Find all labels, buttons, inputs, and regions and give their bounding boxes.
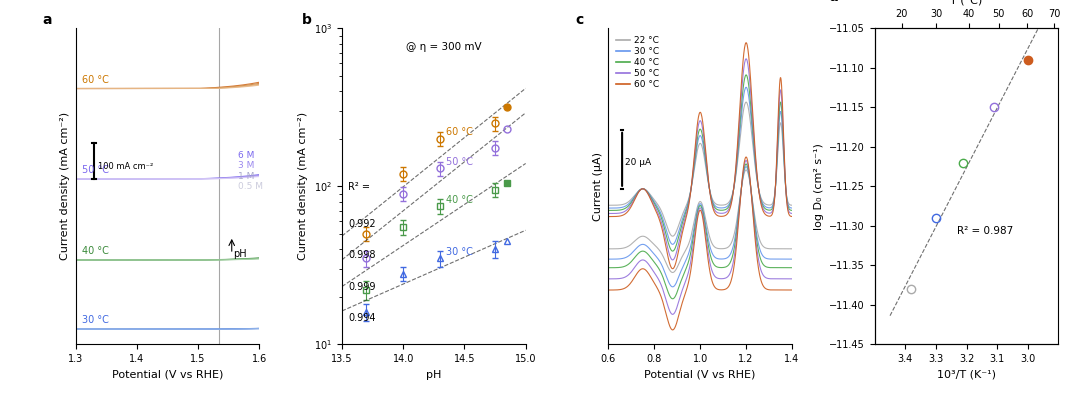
Text: b: b bbox=[301, 13, 311, 27]
Y-axis label: Current (μA): Current (μA) bbox=[593, 152, 603, 221]
Text: 0.998: 0.998 bbox=[348, 250, 376, 260]
Text: a: a bbox=[42, 13, 52, 27]
Text: 0.994: 0.994 bbox=[348, 313, 376, 323]
Text: 30 °C: 30 °C bbox=[82, 315, 109, 325]
Text: R² =: R² = bbox=[348, 182, 370, 192]
Text: 0.999: 0.999 bbox=[348, 282, 376, 292]
Text: 60 °C: 60 °C bbox=[446, 128, 473, 137]
X-axis label: Potential (V vs RHE): Potential (V vs RHE) bbox=[111, 369, 224, 379]
Text: 0.992: 0.992 bbox=[348, 220, 376, 229]
Text: 1 M: 1 M bbox=[238, 172, 254, 181]
Text: 0.5 M: 0.5 M bbox=[238, 182, 262, 191]
X-axis label: pH: pH bbox=[427, 369, 442, 379]
Text: R² = 0.987: R² = 0.987 bbox=[957, 226, 1014, 236]
Y-axis label: Current density (mA cm⁻²): Current density (mA cm⁻²) bbox=[298, 112, 309, 260]
X-axis label: 10³/T (K⁻¹): 10³/T (K⁻¹) bbox=[937, 369, 996, 379]
Text: 50 °C: 50 °C bbox=[446, 157, 473, 167]
X-axis label: T (°C): T (°C) bbox=[950, 0, 983, 5]
Y-axis label: Current density (mA cm⁻²): Current density (mA cm⁻²) bbox=[60, 112, 70, 260]
Text: d: d bbox=[828, 0, 839, 4]
Legend: 22 °C, 30 °C, 40 °C, 50 °C, 60 °C: 22 °C, 30 °C, 40 °C, 50 °C, 60 °C bbox=[612, 33, 662, 92]
Text: 6 M: 6 M bbox=[238, 151, 254, 160]
Text: 3 M: 3 M bbox=[238, 161, 254, 170]
Text: 30 °C: 30 °C bbox=[446, 247, 473, 257]
Text: pH: pH bbox=[233, 249, 247, 259]
Text: 50 °C: 50 °C bbox=[82, 165, 109, 175]
Text: 40 °C: 40 °C bbox=[446, 195, 473, 205]
Text: 40 °C: 40 °C bbox=[82, 246, 109, 256]
Text: c: c bbox=[576, 13, 583, 27]
Text: @ η = 300 mV: @ η = 300 mV bbox=[406, 43, 482, 53]
Text: 60 °C: 60 °C bbox=[82, 75, 109, 85]
Text: 100 mA cm⁻²: 100 mA cm⁻² bbox=[98, 162, 153, 171]
Text: 20 μA: 20 μA bbox=[625, 158, 651, 167]
X-axis label: Potential (V vs RHE): Potential (V vs RHE) bbox=[645, 369, 756, 379]
Y-axis label: log D₀ (cm² s⁻¹): log D₀ (cm² s⁻¹) bbox=[813, 143, 824, 230]
